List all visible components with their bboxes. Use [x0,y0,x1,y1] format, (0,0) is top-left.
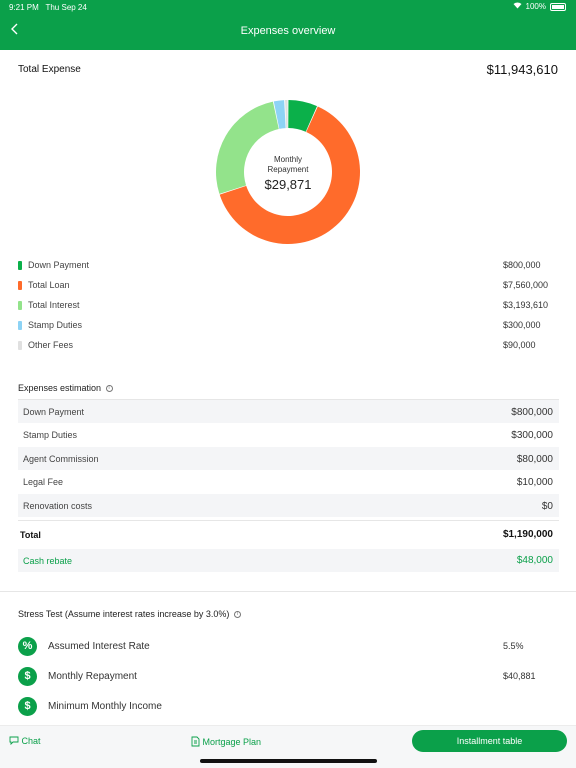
donut-center: Monthly Repayment $29,871 [245,155,331,192]
page-title: Expenses overview [240,25,336,37]
legend-item: Total Loan $7,560,000 [18,279,558,299]
legend-item: Total Interest $3,193,610 [18,299,558,319]
info-icon[interactable]: i [233,611,241,619]
chat-button[interactable]: Chat [9,736,41,746]
legend-label: Total Interest [28,300,80,310]
stress-label: Monthly Repayment [48,671,137,682]
legend-label: Total Loan [28,280,70,290]
donut-center-line1: Monthly [273,155,302,164]
row-label: Renovation costs [23,500,93,511]
battery-icon [550,2,566,11]
legend-item: Down Payment $800,000 [18,259,558,279]
legend-swatch [18,301,22,310]
table-row: Agent Commission $80,000 [18,446,559,471]
stress-row-monthly-repayment: $ Monthly Repayment $40,881 [18,667,558,687]
estimation-table: Down Payment $800,000 Stamp Duties $300,… [18,399,559,572]
donut-slice-other-fees [285,100,288,129]
stress-value: 5.5% [503,641,524,651]
cash-rebate-value: $48,000 [516,554,553,566]
dollar-icon: $ [18,667,37,686]
section-divider [0,591,576,592]
row-value: $80,000 [516,453,553,465]
table-row: Renovation costs $0 [18,493,559,517]
row-label: Down Payment [23,407,85,417]
status-time: 9:21 PM Thu Sep 24 [9,3,87,12]
row-value: $300,000 [511,430,553,442]
total-expense-value: $11,943,610 [486,62,558,77]
legend-swatch [18,261,22,270]
row-label: Agent Commission [23,453,99,464]
legend-swatch [18,281,22,290]
row-label: Stamp Duties [23,430,78,441]
monthly-repayment-amount: $29,871 [264,177,312,192]
cash-rebate-row: Cash rebate $48,000 [18,548,559,572]
legend-label: Down Payment [28,260,90,270]
chevron-left-icon [11,23,18,35]
battery-percent: 100% [525,2,546,11]
legend-amount: $300,000 [503,320,541,330]
percent-icon: % [18,637,37,656]
chat-icon [9,736,19,746]
row-value: $0 [541,500,553,512]
wifi-icon [513,2,522,11]
donut-slice-stamp-duties [273,100,286,129]
stress-row-min-income: $ Minimum Monthly Income [18,697,558,717]
stress-row-interest-rate: % Assumed Interest Rate 5.5% [18,637,558,657]
installment-table-button[interactable]: Installment table [412,730,567,752]
status-bar: 9:21 PM Thu Sep 24 100% [0,0,576,14]
table-row: Stamp Duties $300,000 [18,423,559,446]
dollar-icon: $ [18,697,37,716]
row-value: $800,000 [511,407,553,418]
estimation-title: Expenses estimation i [18,383,113,393]
donut-slice-down-payment [288,100,318,132]
total-value: $1,190,000 [502,528,553,540]
legend-amount: $800,000 [503,260,541,270]
stress-test-title: Stress Test (Assume interest rates incre… [18,609,241,619]
total-expense-row: Total Expense $11,943,610 [18,62,558,78]
back-button[interactable] [10,22,24,40]
legend-swatch [18,321,22,330]
legend-swatch [18,341,22,350]
cash-rebate-label: Cash rebate [23,555,73,566]
legend-label: Other Fees [28,340,74,350]
status-right: 100% [513,2,566,11]
row-label: Legal Fee [23,477,64,488]
stress-value: $40,881 [503,671,536,681]
donut-slice-total-interest [216,101,279,194]
table-row: Down Payment $800,000 [18,400,559,424]
mortgage-plan-button[interactable]: Mortgage Plan [191,736,261,747]
legend-amount: $3,193,610 [503,300,549,310]
legend-item: Other Fees $90,000 [18,339,558,359]
home-indicator [200,759,377,763]
stress-label: Assumed Interest Rate [48,641,150,652]
stress-label: Minimum Monthly Income [48,701,162,712]
legend-amount: $90,000 [503,340,536,350]
total-row: Total $1,190,000 [18,519,559,549]
legend-item: Stamp Duties $300,000 [18,319,558,339]
info-icon[interactable]: i [105,385,113,393]
table-row: Legal Fee $10,000 [18,470,559,493]
row-value: $10,000 [516,477,553,489]
legend-amount: $7,560,000 [503,280,549,290]
expense-donut-chart [216,100,360,244]
navigation-bar: Expenses overview [0,14,576,50]
donut-center-line2: Repayment [267,165,309,174]
legend-label: Stamp Duties [28,320,83,330]
document-icon [191,736,200,747]
total-expense-label: Total Expense [18,64,81,75]
chart-legend: Down Payment $800,000 Total Loan $7,560,… [18,259,558,359]
donut-slice-total-loan [219,106,360,244]
total-label: Total [20,529,41,540]
